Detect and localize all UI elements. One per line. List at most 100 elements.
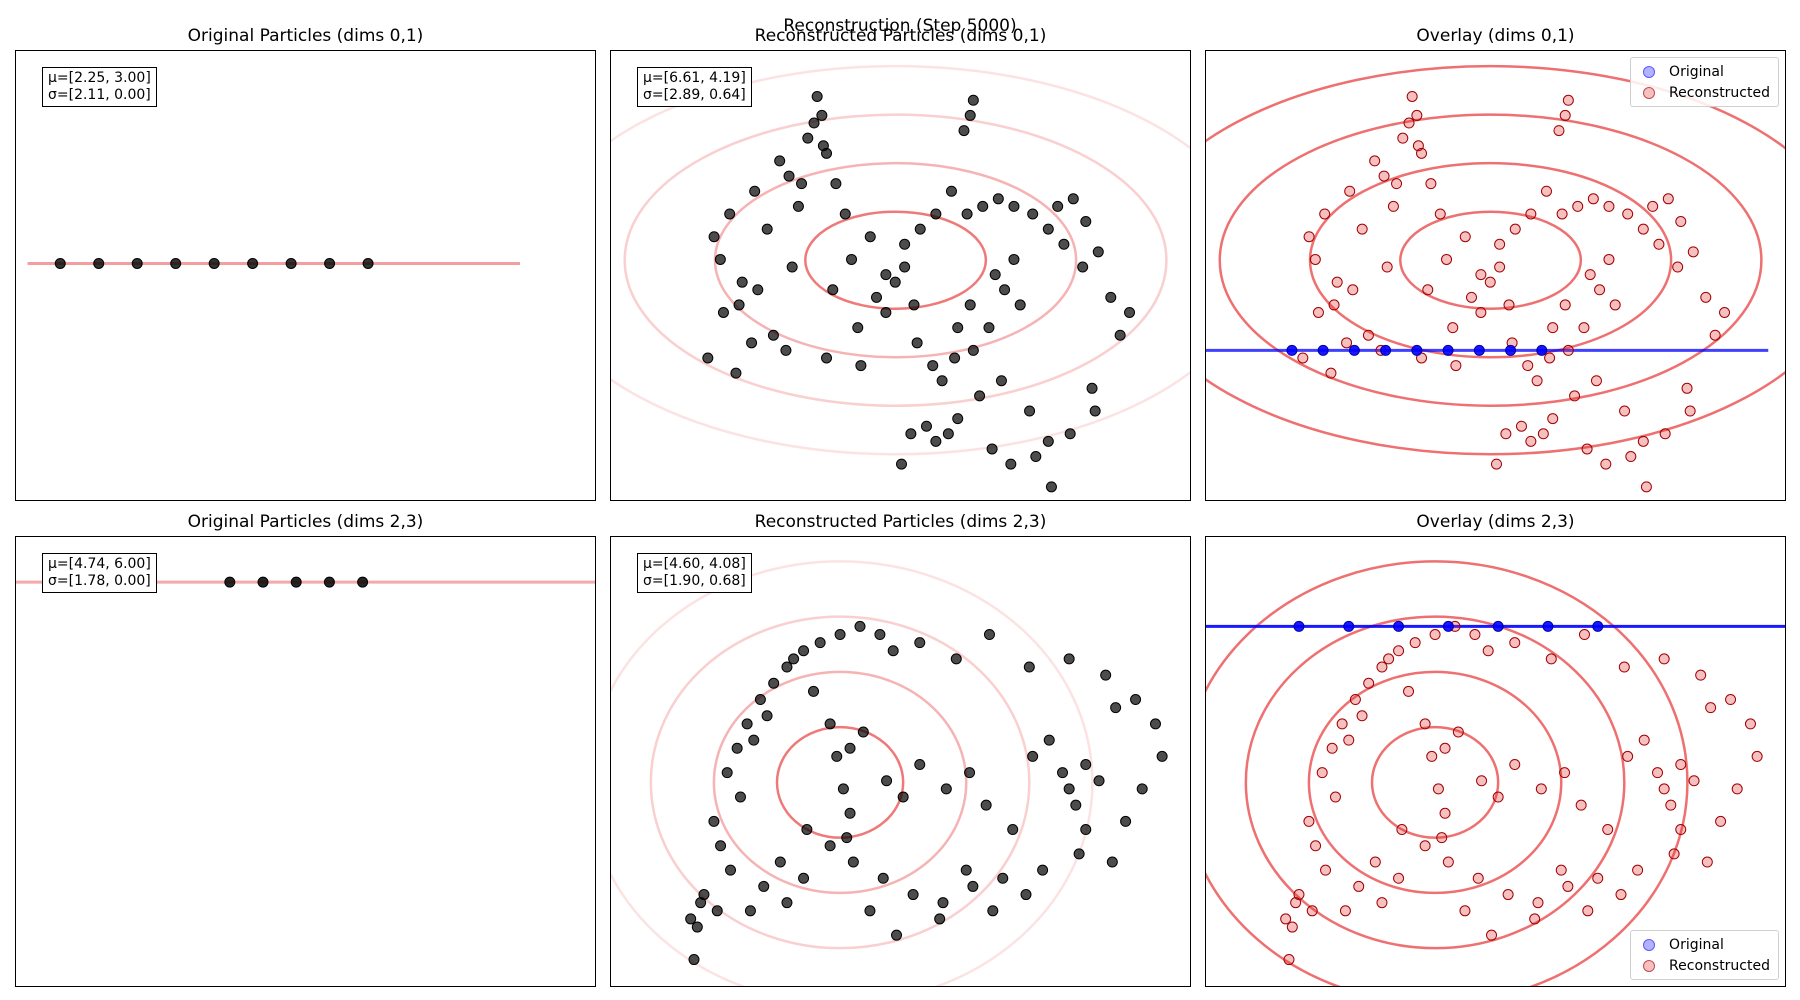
reconstructed-point: [942, 428, 954, 440]
reconstructed-point: [1540, 185, 1552, 197]
reconstructed-point: [1594, 284, 1606, 296]
reconstructed-point: [874, 629, 886, 641]
reconstructed-point: [786, 261, 798, 273]
reconstructed-point: [1529, 913, 1541, 925]
reconstructed-point: [1403, 685, 1415, 697]
reconstructed-point: [814, 637, 826, 649]
reconstructed-point: [1149, 718, 1161, 730]
reconstructed-point: [1476, 775, 1488, 787]
reconstructed-point: [1482, 645, 1494, 657]
reconstructed-point: [1675, 216, 1687, 228]
reconstructed-point: [1632, 864, 1644, 876]
reconstructed-point: [1545, 653, 1557, 665]
original-point: [1442, 344, 1454, 356]
reconstructed-point: [1306, 905, 1318, 917]
reconstructed-point: [1675, 824, 1687, 836]
reconstructed-point: [1572, 200, 1584, 212]
reconstructed-point: [1403, 117, 1415, 129]
reconstructed-point: [1562, 880, 1574, 892]
reconstructed-point: [1286, 921, 1298, 933]
reconstructed-point: [1475, 269, 1487, 281]
reconstructed-point: [934, 913, 946, 925]
figure-suptitle: Reconstruction (Step 5000): [783, 16, 1017, 36]
legend-over23: Original Reconstructed: [1630, 930, 1779, 980]
contour-ring-4: [611, 560, 1094, 986]
reconstructed-point: [691, 921, 703, 933]
reconstructed-point: [1349, 694, 1361, 706]
reconstructed-point: [1280, 913, 1292, 925]
reconstructed-point: [830, 178, 842, 190]
reconstructed-point: [746, 337, 758, 349]
reconstructed-point: [1037, 864, 1049, 876]
reconstructed-point: [1353, 880, 1365, 892]
contour-ring-2: [1308, 161, 1673, 359]
reconstructed-point: [1556, 208, 1568, 220]
reconstructed-point: [1136, 783, 1148, 795]
reconstructed-point: [731, 742, 743, 754]
reconstructed-point: [1393, 645, 1405, 657]
plot-orig23: [16, 576, 595, 588]
reconstructed-point: [774, 856, 786, 868]
reconstructed-point: [1466, 291, 1478, 303]
reconstructed-point: [1562, 94, 1574, 106]
original-point: [1473, 344, 1485, 356]
original-point: [1536, 344, 1548, 356]
reconstructed-point: [1547, 413, 1559, 425]
contour-ring-2: [1307, 670, 1563, 895]
reconstructed-point: [1522, 360, 1534, 372]
contour-ring-4: [1206, 64, 1785, 456]
stat-mu-recon01: μ=[6.61, 4.19]: [643, 70, 746, 86]
reconstructed-point: [796, 178, 808, 190]
reconstructed-point: [1584, 269, 1596, 281]
reconstructed-point: [768, 677, 780, 689]
reconstructed-point: [839, 208, 851, 220]
reconstructed-point: [1553, 125, 1565, 137]
original-point: [208, 257, 220, 269]
reconstructed-point: [1544, 352, 1556, 364]
contour-ring-4: [611, 64, 1190, 456]
reconstructed-point: [1027, 208, 1039, 220]
reconstructed-point: [1731, 783, 1743, 795]
reconstructed-point: [1007, 824, 1019, 836]
reconstructed-point: [1341, 337, 1353, 349]
reconstructed-point: [1043, 734, 1055, 746]
stat-sigma-orig23: σ=[1.78, 0.00]: [48, 573, 151, 589]
reconstructed-point: [1436, 832, 1448, 844]
reconstructed-point: [1409, 637, 1421, 649]
reconstructed-point: [1531, 375, 1543, 387]
reconstructed-point: [1441, 253, 1453, 265]
reconstructed-point: [733, 299, 745, 311]
reconstructed-point: [1426, 750, 1438, 762]
reconstructed-point: [847, 856, 859, 868]
reconstructed-point: [1080, 759, 1092, 771]
reconstructed-point: [1347, 284, 1359, 296]
reconstructed-point: [1310, 840, 1322, 852]
reconstructed-point: [1030, 451, 1042, 463]
reconstructed-point: [831, 750, 843, 762]
reconstructed-point: [967, 344, 979, 356]
panel-title-recon23: Reconstructed Particles (dims 2,3): [754, 512, 1047, 532]
reconstructed-point: [781, 897, 793, 909]
reconstructed-point: [1045, 481, 1057, 493]
reconstructed-point: [1106, 856, 1118, 868]
stat-box-orig01: μ=[2.25, 3.00] σ=[2.11, 0.00]: [42, 67, 157, 107]
original-point: [54, 257, 66, 269]
reconstructed-point: [1688, 775, 1700, 787]
reconstructed-point: [685, 913, 697, 925]
reconstructed-point: [930, 435, 942, 447]
reconstructed-point: [1027, 750, 1039, 762]
reconstructed-point: [1422, 284, 1434, 296]
reconstructed-point: [1058, 238, 1070, 250]
reconstructed-point: [761, 710, 773, 722]
reconstructed-point: [940, 783, 952, 795]
reconstructed-point: [1535, 783, 1547, 795]
contour-ring-3: [649, 615, 1031, 950]
reconstructed-point: [1469, 629, 1481, 641]
reconstructed-point: [1587, 193, 1599, 205]
reconstructed-point: [1509, 759, 1521, 771]
original-point: [357, 576, 369, 588]
original-point: [170, 257, 182, 269]
reconstructed-point: [896, 458, 907, 470]
reconstructed-point: [1290, 897, 1302, 909]
reconstructed-point: [1662, 193, 1674, 205]
